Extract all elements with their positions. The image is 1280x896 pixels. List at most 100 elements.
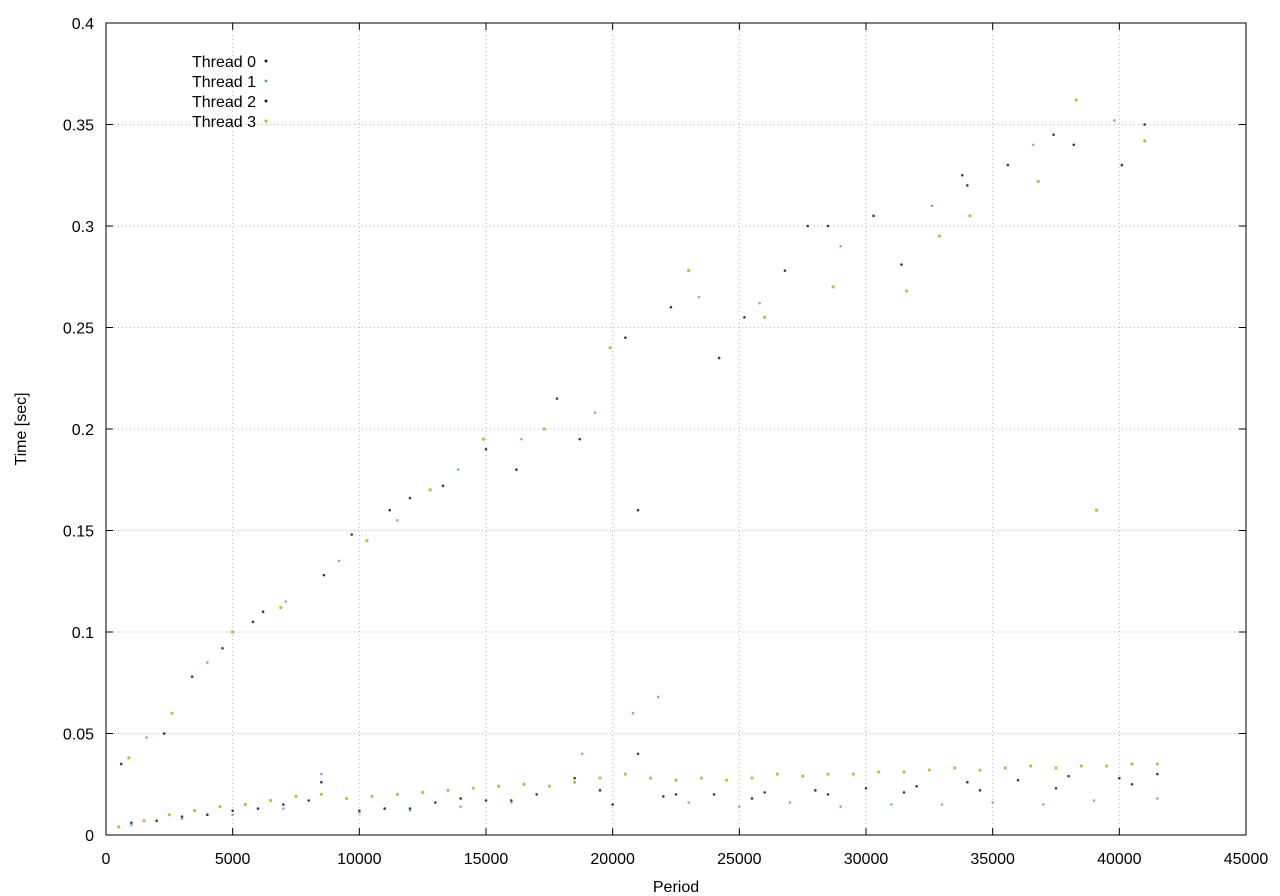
- data-point: [320, 772, 323, 776]
- data-point: [662, 795, 665, 798]
- data-point: [1016, 778, 1020, 782]
- series-3: [117, 98, 1159, 829]
- y-tick-label: 0.05: [63, 727, 94, 744]
- data-point: [1130, 782, 1134, 786]
- data-point: [337, 559, 341, 563]
- series-2: [119, 133, 1134, 823]
- data-point: [1118, 776, 1121, 780]
- data-point: [806, 224, 810, 228]
- data-point: [555, 397, 559, 400]
- data-point: [763, 791, 766, 794]
- data-point: [839, 245, 842, 248]
- data-point: [383, 807, 386, 810]
- data-point: [966, 780, 969, 784]
- data-point: [231, 630, 235, 634]
- legend-label: Thread 3: [192, 114, 256, 131]
- legend-marker: [264, 99, 268, 103]
- data-point: [930, 204, 934, 207]
- y-tick-label: 0.35: [63, 118, 94, 135]
- data-point: [631, 711, 635, 715]
- data-point: [775, 772, 779, 776]
- data-point: [763, 315, 767, 319]
- x-tick-label: 15000: [464, 851, 509, 868]
- data-point: [1074, 98, 1078, 102]
- data-point: [674, 778, 678, 782]
- data-point: [130, 821, 133, 825]
- data-point: [243, 802, 247, 807]
- data-point: [851, 772, 855, 776]
- data-point: [167, 813, 171, 817]
- data-point: [687, 801, 690, 804]
- data-point: [738, 805, 741, 808]
- data-point: [826, 224, 830, 228]
- data-point: [814, 789, 817, 792]
- legend: Thread 0 Thread 1 Thread 2 Thread 3: [192, 54, 268, 131]
- data-point: [1054, 766, 1058, 770]
- data-point: [656, 695, 660, 699]
- data-point: [358, 811, 361, 814]
- data-point: [193, 809, 197, 813]
- data-point: [636, 508, 640, 512]
- data-point: [345, 796, 349, 801]
- data-point: [624, 336, 627, 339]
- data-point: [284, 600, 288, 603]
- data-point: [1042, 803, 1045, 806]
- data-point: [788, 801, 792, 804]
- data-point: [1156, 797, 1159, 800]
- data-point: [593, 411, 597, 415]
- data-point: [1079, 764, 1083, 768]
- data-point: [902, 770, 906, 774]
- legend-marker: [264, 119, 268, 123]
- data-point: [269, 798, 273, 803]
- data-point: [649, 776, 653, 780]
- data-point: [1036, 179, 1040, 183]
- data-point: [231, 813, 234, 816]
- data-point: [758, 301, 761, 305]
- data-point: [598, 789, 602, 792]
- data-point: [510, 799, 513, 802]
- data-point: [831, 285, 835, 289]
- data-point: [750, 797, 754, 800]
- data-point: [408, 809, 412, 812]
- data-point: [127, 756, 131, 760]
- data-point: [370, 794, 374, 799]
- x-tick-label: 30000: [844, 851, 889, 868]
- data-point: [991, 801, 994, 804]
- data-point: [725, 778, 729, 782]
- data-point: [388, 508, 392, 512]
- data-point: [421, 790, 425, 794]
- data-point: [542, 427, 546, 431]
- data-point: [1006, 163, 1010, 167]
- data-point: [1092, 799, 1096, 802]
- data-point: [520, 437, 523, 441]
- data-point: [484, 799, 488, 802]
- data-point: [1029, 764, 1033, 768]
- data-point: [750, 776, 754, 780]
- data-point: [190, 675, 194, 678]
- data-point: [162, 732, 166, 735]
- data-point: [484, 448, 488, 451]
- data-point: [743, 316, 746, 319]
- data-point: [872, 214, 875, 218]
- data-point: [218, 804, 222, 809]
- y-tick-label: 0: [85, 828, 94, 845]
- data-point: [320, 780, 323, 784]
- data-point: [826, 793, 830, 796]
- data-point: [481, 437, 486, 441]
- data-point: [1003, 766, 1007, 770]
- data-point: [699, 776, 703, 780]
- data-point: [307, 799, 310, 802]
- data-point: [510, 801, 513, 804]
- data-point: [515, 468, 518, 471]
- data-points: [117, 98, 1159, 829]
- data-point: [459, 797, 462, 800]
- data-point: [1031, 143, 1035, 147]
- axis-ticks: 0 5000 10000 15000 20000 25000 30000 35000 40000…: [63, 16, 1268, 868]
- data-point: [456, 468, 460, 471]
- data-point: [900, 263, 903, 266]
- data-point: [1052, 133, 1055, 136]
- data-point: [142, 819, 146, 823]
- data-point: [826, 772, 830, 776]
- data-point: [915, 784, 918, 788]
- y-tick-label: 0.15: [63, 524, 94, 541]
